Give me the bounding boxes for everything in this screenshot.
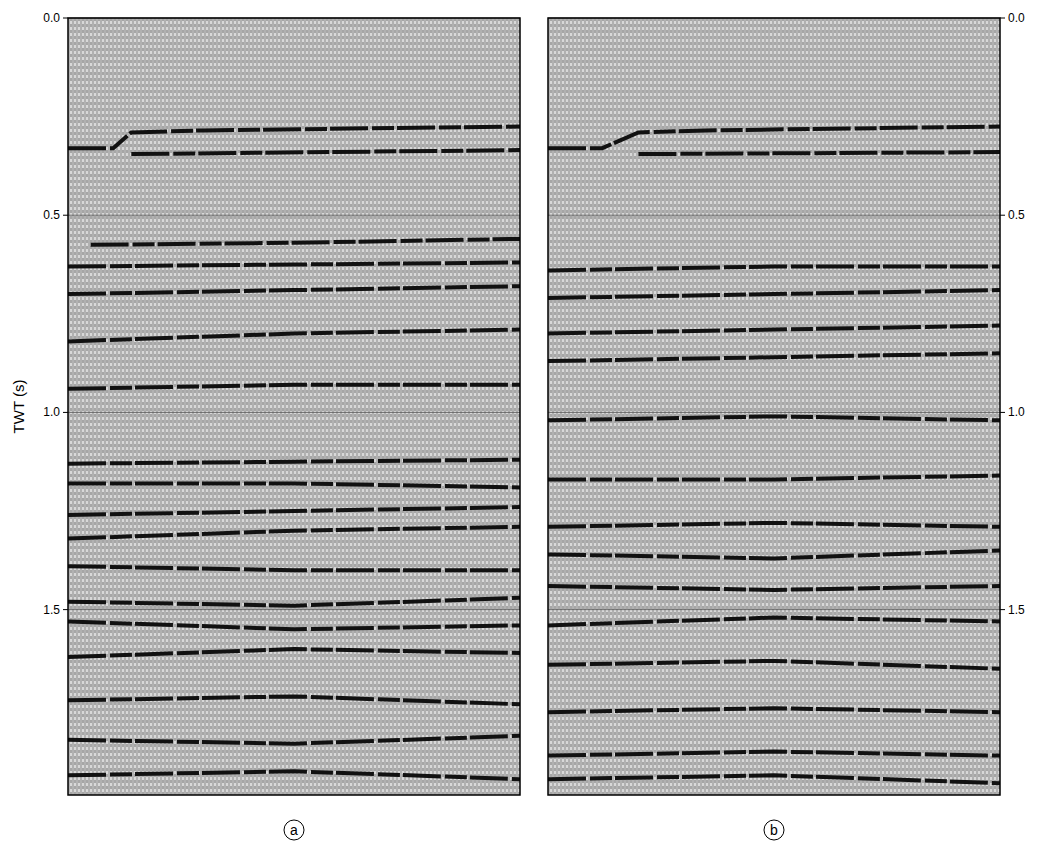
reflector: [548, 267, 1000, 271]
reflector: [91, 239, 520, 245]
reflector: [548, 353, 1000, 361]
reflector: [68, 263, 520, 267]
tick-label: 0.5: [1008, 208, 1025, 222]
reflector: [68, 696, 520, 704]
reflector: [548, 523, 1000, 527]
section-background: [68, 18, 520, 795]
reflector: [68, 598, 520, 606]
panel-frame: [548, 18, 1000, 795]
panel-letter-circle: [764, 820, 784, 840]
reflector: [548, 618, 1000, 626]
panel: [68, 18, 520, 795]
tick-mark: [63, 18, 68, 19]
tick-mark: [63, 215, 68, 216]
grid-line: [68, 609, 520, 610]
reflector: [68, 649, 520, 657]
reflector: [548, 127, 1000, 149]
reflector: [548, 551, 1000, 559]
tick-label: 1.5: [43, 603, 60, 617]
grid-line: [68, 412, 520, 413]
section-background: [548, 18, 1000, 795]
tick-label: 1.0: [1008, 405, 1025, 419]
reflector: [68, 527, 520, 539]
tick-label: 0.0: [43, 11, 60, 25]
grid-line: [548, 412, 1000, 413]
reflector: [68, 385, 520, 389]
tick-mark: [1000, 18, 1005, 19]
reflector: [68, 460, 520, 464]
tick-mark: [63, 609, 68, 610]
reflector: [548, 775, 1000, 783]
reflector: [548, 708, 1000, 712]
reflector: [548, 661, 1000, 669]
figure: 0.0 0.5 1.0 1.5 TWT (s) a 0.0 0.5 1.0 1.5 b: [0, 0, 1050, 854]
tick-label: 1.0: [43, 405, 60, 419]
reflector: [131, 150, 520, 154]
reflector: [548, 290, 1000, 298]
panel-letter: b: [770, 822, 778, 838]
grid-line: [548, 609, 1000, 610]
reflector: [68, 286, 520, 294]
reflector: [68, 566, 520, 570]
tick-mark: [1000, 609, 1005, 610]
reflector: [548, 586, 1000, 590]
panel-frame: [68, 18, 520, 795]
reflector: [68, 330, 520, 342]
tick-label: 1.5: [1008, 603, 1025, 617]
tick-mark: [63, 412, 68, 413]
grid-line: [68, 215, 520, 216]
grid-line: [548, 215, 1000, 216]
panel-letter-circle: [284, 820, 304, 840]
tick-mark: [1000, 412, 1005, 413]
reflector: [68, 771, 520, 779]
reflector: [548, 416, 1000, 420]
reflector: [638, 152, 1000, 154]
reflectors: [548, 127, 1000, 784]
reflector: [68, 736, 520, 744]
panel-letter: a: [290, 822, 298, 838]
tick-label: 0.5: [43, 208, 60, 222]
reflector: [548, 326, 1000, 334]
reflector: [548, 752, 1000, 756]
reflectors: [68, 127, 520, 780]
axis-title: TWT (s): [10, 380, 27, 434]
tick-label: 0.0: [1008, 11, 1025, 25]
reflector: [68, 622, 520, 630]
reflector: [548, 476, 1000, 480]
tick-mark: [1000, 215, 1005, 216]
reflector: [68, 483, 520, 487]
panel: [548, 18, 1000, 795]
reflector: [68, 127, 520, 149]
reflector: [68, 507, 520, 515]
